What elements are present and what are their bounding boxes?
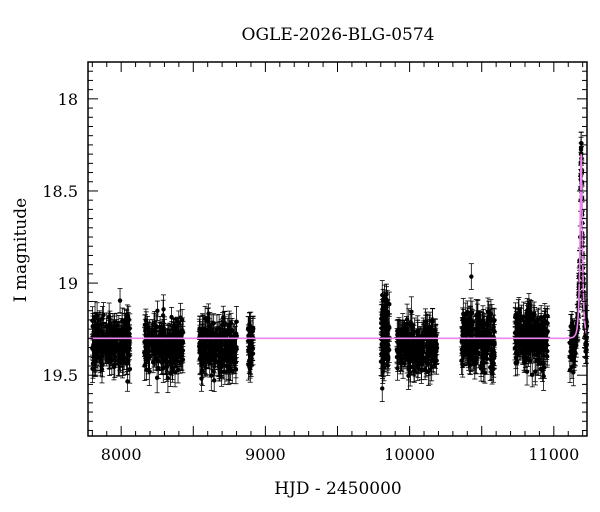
- data-point: [158, 321, 164, 347]
- data-point: [246, 327, 252, 356]
- data-point: [427, 355, 433, 385]
- y-tick-label: 19.5: [42, 366, 78, 385]
- data-point: [226, 310, 232, 342]
- data-point: [93, 312, 99, 340]
- data-point: [166, 335, 172, 366]
- data-point: [143, 339, 149, 360]
- data-point: [197, 342, 203, 365]
- data-point: [468, 263, 474, 290]
- x-axis-label: HJD - 2450000: [274, 479, 402, 499]
- data-point: [413, 347, 419, 373]
- data-point: [407, 358, 413, 387]
- x-tick-label: 10000: [384, 445, 435, 464]
- data-point: [226, 357, 232, 380]
- data-point: [415, 349, 421, 379]
- data-point: [97, 341, 103, 374]
- data-point: [174, 320, 180, 348]
- data-point: [219, 343, 225, 366]
- y-tick-label: 19: [58, 274, 78, 293]
- data-point: [124, 351, 130, 375]
- data-point: [229, 357, 235, 384]
- data-point: [380, 308, 386, 337]
- data-point: [488, 299, 494, 329]
- data-point: [117, 288, 123, 314]
- data-point: [159, 348, 165, 375]
- data-point: [118, 338, 124, 365]
- x-tick-label: 8000: [101, 445, 142, 464]
- data-point: [424, 346, 430, 371]
- chart-title: OGLE-2026-BLG-0574: [242, 25, 435, 45]
- data-point: [154, 300, 160, 321]
- data-point: [94, 331, 100, 363]
- data-point: [430, 327, 436, 353]
- data-point: [113, 319, 119, 345]
- y-tick-label: 18: [58, 90, 78, 109]
- data-point: [178, 302, 184, 333]
- plot-frame: [87, 61, 588, 437]
- data-point: [169, 306, 175, 328]
- data-point: [430, 343, 436, 373]
- data-point: [146, 342, 152, 370]
- data-point: [202, 321, 208, 349]
- x-tick-label: 11000: [528, 445, 579, 464]
- data-point: [379, 375, 385, 402]
- data-point: [206, 303, 212, 324]
- x-tick-label: 9000: [245, 445, 286, 464]
- data-layer: [89, 131, 590, 402]
- data-point: [250, 318, 256, 341]
- data-point: [165, 363, 171, 394]
- data-point: [385, 355, 391, 376]
- data-point: [228, 330, 234, 361]
- data-point: [121, 319, 127, 341]
- data-point: [380, 288, 386, 313]
- data-point: [384, 307, 390, 334]
- data-point: [406, 308, 412, 340]
- data-point: [384, 289, 390, 313]
- y-tick-label: 18.5: [42, 182, 78, 201]
- y-axis-label: I magnitude: [11, 198, 31, 302]
- tick-layer: 8000 9000 10000 11000 18 18.5 19 19.5: [42, 61, 587, 464]
- data-point: [421, 320, 427, 344]
- data-point: [381, 342, 387, 369]
- data-point: [220, 312, 226, 338]
- data-point: [246, 312, 252, 336]
- data-point: [209, 348, 215, 371]
- data-point: [215, 321, 221, 349]
- data-point: [151, 312, 157, 338]
- data-point: [212, 343, 218, 369]
- data-point: [177, 341, 183, 366]
- data-point: [104, 327, 110, 359]
- data-point: [163, 335, 169, 359]
- data-point: [109, 337, 115, 366]
- data-point: [115, 345, 121, 377]
- data-point: [401, 330, 407, 357]
